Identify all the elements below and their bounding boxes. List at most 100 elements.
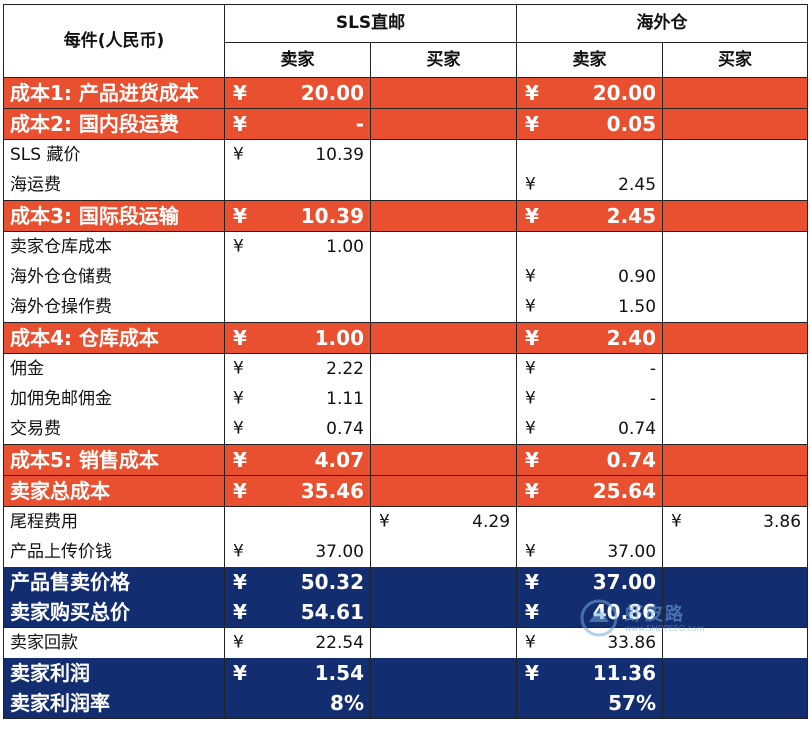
cell-sls-seller: ¥50.32 [224,567,371,597]
table-row: 海外仓仓储费 ¥0.90 [3,262,809,292]
cell-overseas-seller: ¥2.45 [516,170,664,201]
cell-sls-seller: ¥54.61 [224,597,371,628]
cell-value: 54.61 [300,600,364,624]
cell-value: - [649,388,657,409]
cell-overseas-seller [516,139,664,170]
row-label: 卖家利润 [3,658,225,688]
currency-symbol: ¥ [233,144,244,165]
table-row: 成本5: 销售成本 ¥4.07 ¥0.74 [3,444,809,476]
cell-sls-buyer [369,77,518,109]
cell-value: 57% [608,691,657,715]
cell-sls-seller: ¥0.74 [224,414,371,445]
cell-overseas-buyer [662,292,809,323]
corner-header: 每件(人民币) [3,4,225,78]
header-row-roles: 卖家 买家 卖家 买家 [4,42,809,78]
table-row: 产品售卖价格 ¥50.32 ¥37.00 [3,567,809,597]
currency-symbol: ¥ [525,479,539,503]
cell-sls-buyer [369,353,518,384]
table-row: 交易费 ¥0.74 ¥0.74 [3,414,809,445]
cell-sls-buyer [369,200,518,232]
cell-sls-seller [224,262,371,292]
table-row: 成本1: 产品进货成本 ¥20.00 ¥20.00 [3,77,809,109]
row-label: 产品售卖价格 [3,567,225,597]
currency-symbol: ¥ [525,600,539,624]
cell-value: 1.11 [326,388,364,409]
cell-sls-buyer [369,567,518,597]
row-label: 卖家仓库成本 [3,231,225,262]
cell-overseas-buyer [662,139,809,170]
table-row: 成本4: 仓库成本 ¥1.00 ¥2.40 [3,322,809,354]
currency-symbol: ¥ [233,358,244,379]
cell-value: 40.86 [592,600,657,624]
cell-overseas-buyer [662,597,809,628]
cell-value: 2.45 [606,204,657,228]
cell-overseas-buyer [662,475,809,507]
cell-value: 0.90 [618,266,657,287]
cell-value: 20.00 [592,81,657,105]
currency-symbol: ¥ [525,448,539,472]
currency-symbol: ¥ [379,511,390,532]
cell-value: 1.00 [314,326,364,350]
cell-overseas-buyer [662,108,809,140]
cell-overseas-buyer [662,688,809,719]
row-label: 海外仓操作费 [3,292,225,323]
cell-value: 35.46 [300,479,364,503]
cell-value: 4.29 [472,511,511,532]
cell-overseas-seller: ¥0.90 [516,262,664,292]
row-label: 成本1: 产品进货成本 [3,77,225,109]
cell-value: 2.45 [618,174,657,195]
cell-overseas-buyer [662,627,809,658]
row-label: SLS 藏价 [3,139,225,170]
row-label: 成本2: 国内段运费 [3,108,225,140]
currency-symbol: ¥ [671,511,682,532]
cell-overseas-seller: ¥2.40 [516,322,664,354]
cell-value: 0.74 [326,418,364,439]
cell-overseas-seller: ¥0.05 [516,108,664,140]
row-label: 加佣免邮佣金 [3,384,225,414]
cell-sls-seller [224,292,371,323]
cell-value: 0.74 [618,418,657,439]
cell-overseas-seller: ¥0.74 [516,444,664,476]
cell-overseas-buyer [662,658,809,688]
cell-value: 22.54 [315,632,364,653]
row-label: 成本4: 仓库成本 [3,322,225,354]
row-label: 卖家利润率 [3,688,225,719]
cell-sls-seller: ¥20.00 [224,77,371,109]
cell-sls-buyer [369,688,518,719]
cell-value: 1.50 [618,296,657,317]
cell-value: 33.86 [607,632,657,653]
currency-symbol: ¥ [525,632,536,653]
row-label: 佣金 [3,353,225,384]
currency-symbol: ¥ [233,204,247,228]
cell-sls-buyer [369,170,518,201]
cell-overseas-buyer [662,353,809,384]
cell-sls-buyer [369,139,518,170]
currency-symbol: ¥ [233,81,247,105]
currency-symbol: ¥ [525,112,539,136]
cell-overseas-seller: ¥25.64 [516,475,664,507]
cell-value: 2.40 [606,326,657,350]
sub-header-sls-buyer: 买家 [369,42,518,78]
cell-overseas-seller [516,231,664,262]
cell-sls-seller: 8% [224,688,371,719]
cell-value: 8% [330,691,364,715]
cell-sls-buyer [369,414,518,445]
table-row: 成本2: 国内段运费 ¥ - ¥0.05 [3,108,809,140]
cell-overseas-buyer [662,384,809,414]
row-label: 卖家总成本 [3,475,225,507]
cell-overseas-seller: ¥0.74 [516,414,664,445]
cell-sls-buyer [369,262,518,292]
row-label: 成本3: 国际段运输 [3,200,225,232]
cell-sls-seller: ¥37.00 [224,537,371,567]
row-label: 海外仓仓储费 [3,262,225,292]
cell-overseas-buyer [662,444,809,476]
currency-symbol: ¥ [525,296,536,317]
cell-overseas-seller: ¥1.50 [516,292,664,323]
cell-overseas-seller: ¥2.45 [516,200,664,232]
cell-sls-buyer [369,537,518,567]
cell-sls-seller [224,506,371,537]
cell-overseas-buyer [662,77,809,109]
cell-sls-seller: ¥1.54 [224,658,371,688]
cell-value: 11.36 [592,661,657,685]
cell-sls-seller: ¥4.07 [224,444,371,476]
